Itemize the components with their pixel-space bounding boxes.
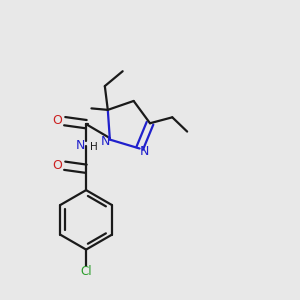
Text: O: O [52, 114, 62, 127]
Text: Cl: Cl [80, 266, 92, 278]
Text: N: N [100, 136, 110, 148]
Text: N: N [76, 139, 85, 152]
Text: H: H [90, 142, 98, 152]
Text: O: O [52, 159, 62, 172]
Text: N: N [140, 145, 149, 158]
